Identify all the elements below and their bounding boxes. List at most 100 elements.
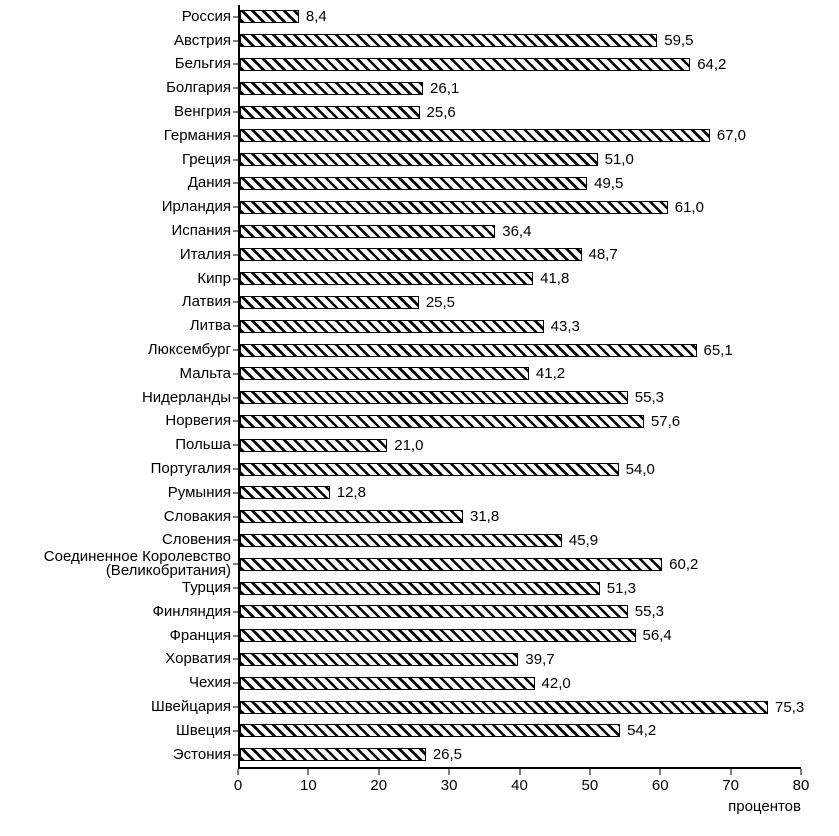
category-label: Германия (163, 126, 231, 144)
bar (240, 510, 463, 524)
category-label: Мальта (179, 364, 231, 382)
bar-row: Австрия 59,5 (0, 28, 801, 53)
bar (240, 81, 424, 95)
bar (240, 319, 544, 333)
value-label: 54,0 (625, 460, 655, 478)
bar (240, 629, 636, 643)
bar-row: Португалия 54,0 (0, 457, 801, 481)
bar-row: Мальта 41,2 (0, 361, 801, 386)
bar (240, 295, 419, 309)
bar-track: 65,1 (238, 338, 801, 362)
x-axis-label: процентов (728, 797, 801, 815)
category-label: Швеция (176, 721, 231, 739)
bar-track: 56,4 (238, 623, 801, 648)
bar-row: Норвегия 57,6 (0, 409, 801, 434)
category-label: Румыния (167, 483, 231, 501)
value-label: 55,3 (634, 389, 664, 407)
category-label: Нидерланды (141, 388, 231, 406)
value-label: 21,0 (394, 436, 424, 454)
x-axis: 0 10 20 30 40 50 60 70 80 (234, 766, 809, 797)
bar (240, 557, 663, 571)
bar-track: 8,4 (238, 5, 801, 29)
value-label: 59,5 (664, 32, 694, 50)
bar (240, 105, 420, 119)
value-label: 41,8 (540, 270, 570, 288)
bar-row: Кипр 41,8 (0, 266, 801, 291)
x-tick-label: 40 (511, 776, 528, 794)
bar-row: Словения 45,9 (0, 528, 801, 553)
value-label: 60,2 (669, 555, 699, 573)
bar-row: Италия 48,7 (0, 242, 801, 267)
bar-track: 67,0 (238, 123, 801, 148)
x-tick-label: 30 (440, 776, 458, 794)
bar-row: Россия 8,4 (0, 5, 801, 29)
value-label: 39,7 (525, 650, 555, 668)
bar-row: Латвия 25,5 (0, 290, 801, 315)
bar-track: 49,5 (238, 171, 801, 196)
bar-track: 25,5 (238, 290, 801, 315)
bar-row: Чехия 42,0 (0, 671, 801, 696)
value-label: 56,4 (642, 627, 672, 645)
bar (240, 391, 628, 405)
bar-track: 48,7 (238, 242, 801, 267)
x-tick-label: 20 (370, 776, 388, 794)
x-tick-label: 10 (300, 776, 317, 794)
bar (240, 700, 769, 714)
bar-row: Франция 56,4 (0, 623, 801, 648)
bar (240, 462, 619, 476)
category-label: Болгария (166, 79, 231, 97)
x-tick (378, 768, 380, 775)
x-tick (589, 768, 591, 775)
value-label: 51,0 (604, 151, 634, 169)
bar-track: 59,5 (238, 28, 801, 53)
bar (240, 676, 535, 690)
value-label: 45,9 (568, 531, 599, 549)
bar-row: Финляндия 55,3 (0, 599, 801, 624)
bar-track: 26,5 (238, 742, 801, 767)
bar-row: Венгрия 25,6 (0, 100, 801, 124)
bar-row: Эстония 26,5 (0, 742, 801, 767)
value-label: 55,3 (634, 603, 664, 621)
category-label: Словакия (163, 507, 231, 525)
value-label: 57,6 (650, 412, 681, 430)
bar (240, 724, 621, 738)
x-tick (307, 768, 309, 775)
bar-row: Швеция 54,2 (0, 718, 801, 743)
bar-track: 43,3 (238, 314, 801, 339)
category-label: Финляндия (152, 602, 231, 620)
bar-row: Люксембург 65,1 (0, 338, 801, 362)
category-label: Латвия (181, 293, 231, 311)
value-label: 26,1 (430, 79, 460, 97)
category-label: Хорватия (165, 650, 231, 668)
bar (240, 153, 598, 167)
bar-track: 21,0 (238, 433, 801, 458)
value-label: 42,0 (541, 674, 571, 692)
category-label: Норвегия (165, 412, 231, 430)
category-label: Эстония (172, 745, 231, 763)
category-label: Греция (181, 150, 231, 168)
bar-row: Румыния 12,8 (0, 480, 801, 505)
bar (240, 533, 562, 547)
x-tick (730, 768, 732, 775)
category-label: Испания (171, 222, 231, 240)
value-label: 64,2 (697, 55, 727, 73)
bar-track: 45,9 (238, 528, 801, 553)
bar (240, 10, 299, 24)
bar-track: 60,2 (238, 552, 801, 577)
bar-track: 39,7 (238, 647, 801, 672)
value-label: 25,5 (425, 293, 456, 311)
bar-track: 36,4 (238, 219, 801, 243)
bar-track: 31,8 (238, 504, 801, 529)
bar (240, 34, 658, 48)
bar (240, 367, 529, 381)
category-label: Кипр (197, 269, 231, 287)
category-label: Турция (181, 579, 231, 597)
category-label: Португалия (150, 460, 231, 478)
bar-row: Греция 51,0 (0, 147, 801, 172)
bar-track: 26,1 (238, 76, 801, 101)
category-label: Бельгия (174, 55, 231, 73)
bar-track: 41,8 (238, 266, 801, 291)
x-axis-label-row: процентов (238, 797, 801, 815)
bar (240, 248, 582, 262)
bar-track: 57,6 (238, 409, 801, 434)
